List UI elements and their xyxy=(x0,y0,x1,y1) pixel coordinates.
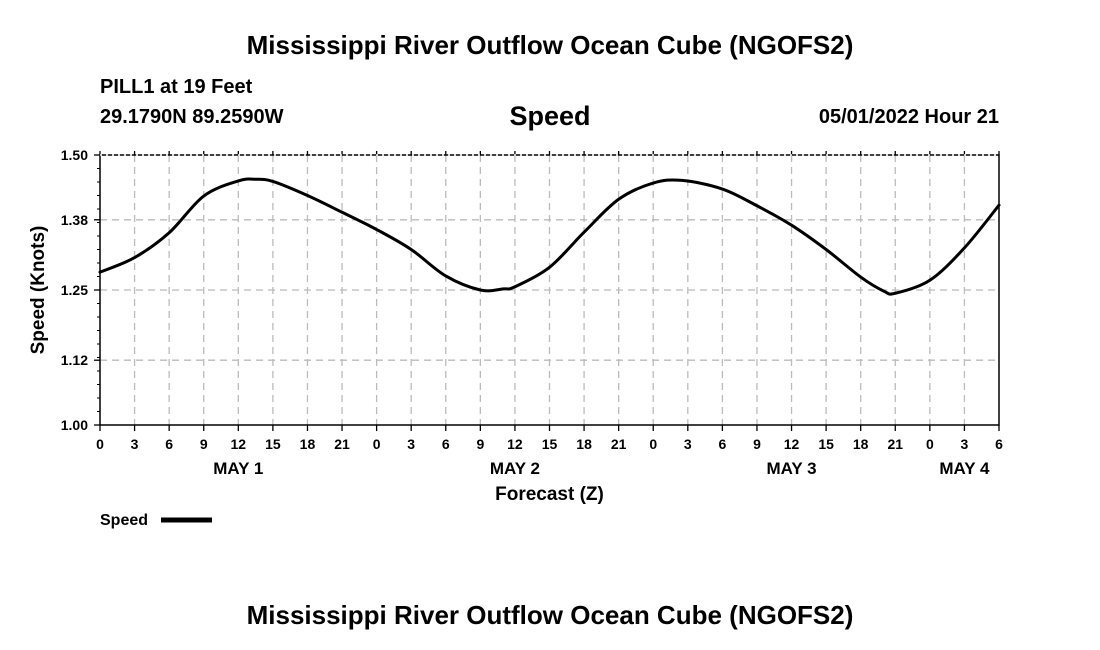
grid-lines xyxy=(100,155,999,425)
coordinates-label: 29.1790N 89.2590W xyxy=(100,106,284,128)
series-layer xyxy=(98,177,1001,296)
x-tick-label: 3 xyxy=(684,436,692,452)
x-tick-label: 21 xyxy=(887,436,903,452)
y-tick-label: 1.00 xyxy=(61,417,88,433)
x-tick-label: 9 xyxy=(753,436,761,452)
x-tick-label: 6 xyxy=(165,436,173,452)
day-label: MAY 1 xyxy=(213,459,263,478)
series-line-speed xyxy=(98,177,1001,296)
x-tick-label: 21 xyxy=(334,436,350,452)
footer-title: Mississippi River Outflow Ocean Cube (NG… xyxy=(246,600,854,630)
x-tick-label: 18 xyxy=(853,436,869,452)
y-tick-label: 1.25 xyxy=(61,282,88,298)
x-tick-label: 18 xyxy=(300,436,316,452)
y-tick-label: 1.38 xyxy=(61,212,88,228)
x-tick-label: 21 xyxy=(611,436,627,452)
datetime-label: 05/01/2022 Hour 21 xyxy=(818,106,999,128)
y-axis-title: Speed (Knots) xyxy=(28,226,49,355)
y-tick-label: 1.12 xyxy=(61,352,88,368)
x-tick-label: 0 xyxy=(926,436,934,452)
chart-main-title: Mississippi River Outflow Ocean Cube (NG… xyxy=(246,30,854,60)
x-tick-label: 0 xyxy=(649,436,657,452)
axis-ticks xyxy=(94,151,1000,431)
x-tick-label: 15 xyxy=(818,436,834,452)
x-tick-label: 6 xyxy=(442,436,450,452)
legend: Speed xyxy=(100,512,212,529)
axis-labels: 0 3 6 9 12 15 18 21 0 3 6 9 12 15 18 21 0 3 6 9 12 15 18 21 0 3 6 1… xyxy=(61,147,1003,478)
x-axis-title: Forecast (Z) xyxy=(495,484,604,505)
chart-title: Speed xyxy=(509,101,591,131)
x-tick-label: 3 xyxy=(131,436,139,452)
x-tick-label: 6 xyxy=(995,436,1003,452)
x-tick-label: 0 xyxy=(96,436,104,452)
x-tick-label: 9 xyxy=(476,436,484,452)
legend-label-speed: Speed xyxy=(100,512,148,529)
day-label: MAY 2 xyxy=(490,459,540,478)
x-tick-label: 15 xyxy=(265,436,281,452)
x-tick-label: 12 xyxy=(507,436,523,452)
x-tick-label: 6 xyxy=(718,436,726,452)
x-tick-label: 3 xyxy=(407,436,415,452)
station-label: PILL1 at 19 Feet xyxy=(100,76,253,98)
x-tick-label: 0 xyxy=(373,436,381,452)
x-tick-label: 12 xyxy=(231,436,247,452)
y-tick-label: 1.50 xyxy=(61,147,88,163)
day-label: MAY 4 xyxy=(939,459,990,478)
x-tick-label: 9 xyxy=(200,436,208,452)
x-tick-label: 15 xyxy=(542,436,558,452)
x-tick-label: 12 xyxy=(784,436,800,452)
x-tick-label: 3 xyxy=(961,436,969,452)
x-tick-label: 18 xyxy=(576,436,592,452)
day-label: MAY 3 xyxy=(766,459,816,478)
